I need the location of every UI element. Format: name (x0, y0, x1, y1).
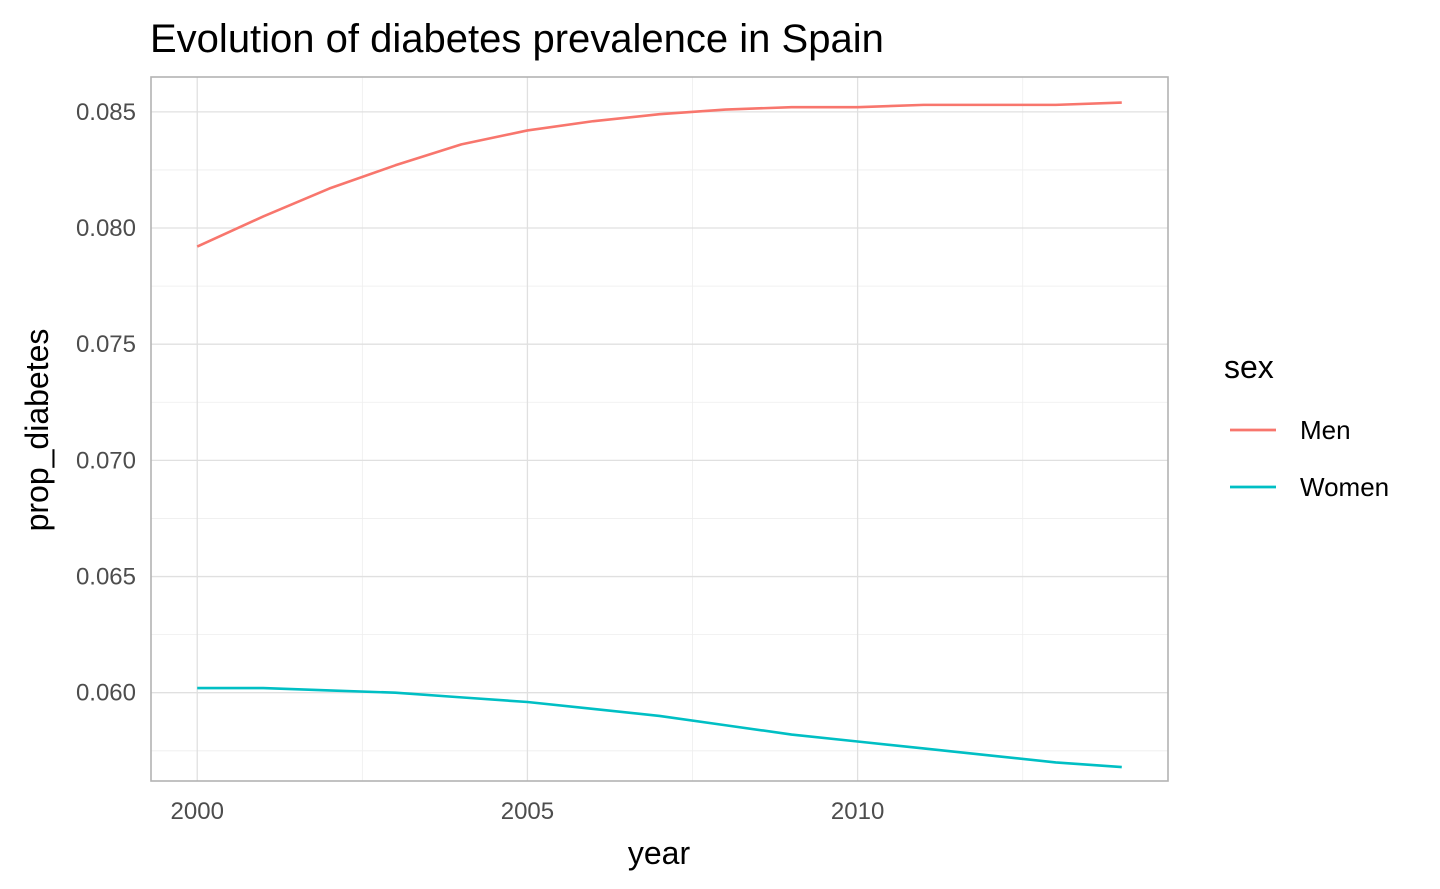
y-tick-label: 0.065 (76, 564, 136, 591)
y-tick-label: 0.070 (76, 447, 136, 474)
y-tick-label: 0.075 (76, 331, 136, 358)
series-line-women (197, 686, 1122, 769)
legend: sex Men Women (1224, 349, 1389, 502)
series-lines (196, 101, 1122, 769)
legend-item-men: Men (1230, 415, 1351, 445)
y-tick-label: 0.080 (76, 215, 136, 242)
legend-item-women: Women (1230, 472, 1389, 502)
legend-label-women: Women (1300, 472, 1389, 502)
y-tick-label: 0.085 (76, 99, 136, 126)
x-tick-label: 2000 (171, 798, 224, 825)
legend-label-men: Men (1300, 415, 1351, 445)
x-axis-tick-labels: 2000 2005 2010 (171, 798, 885, 825)
minor-gridlines (151, 77, 1168, 781)
y-axis-title: prop_diabetes (19, 329, 55, 532)
x-tick-label: 2010 (831, 798, 884, 825)
x-tick-label: 2005 (501, 798, 554, 825)
legend-title: sex (1224, 349, 1274, 385)
plot-panel-border (150, 76, 1169, 782)
y-axis-tick-labels: 0.060 0.065 0.070 0.075 0.080 0.085 (76, 99, 136, 707)
major-gridlines (151, 77, 1168, 781)
x-axis-title: year (628, 835, 691, 871)
series-line-men (196, 101, 1122, 248)
y-tick-label: 0.060 (76, 680, 136, 707)
chart-title: Evolution of diabetes prevalence in Spai… (150, 17, 884, 61)
legend-items: Men Women (1230, 415, 1389, 502)
